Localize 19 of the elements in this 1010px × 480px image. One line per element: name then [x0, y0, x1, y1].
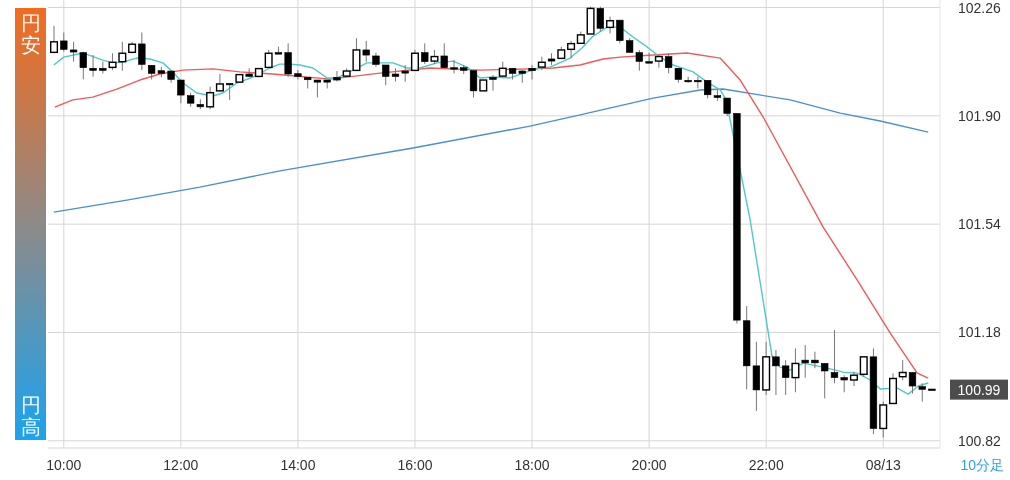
ytick: 102.26: [958, 0, 1001, 16]
annotation: 高: [20, 416, 41, 438]
annotation: 円: [20, 394, 41, 416]
xtick: 08/13: [865, 457, 901, 473]
xtick: 20:00: [631, 457, 667, 473]
xtick: 10:00: [46, 457, 82, 473]
annotation: 円: [20, 12, 41, 34]
annotation: 安: [20, 34, 41, 56]
ytick: 100.82: [958, 432, 1001, 449]
xtick: 16:00: [397, 457, 433, 473]
ytick: 101.18: [958, 324, 1001, 341]
xtick: 12:00: [163, 457, 199, 473]
xtick: 18:00: [514, 457, 550, 473]
xtick: 14:00: [280, 457, 316, 473]
ytick: 101.90: [958, 107, 1001, 124]
annotation: 100.99: [957, 381, 1001, 398]
xtick: 22:00: [748, 457, 784, 473]
ytick: 101.54: [958, 216, 1001, 233]
annotation: 10分足: [960, 457, 1004, 473]
